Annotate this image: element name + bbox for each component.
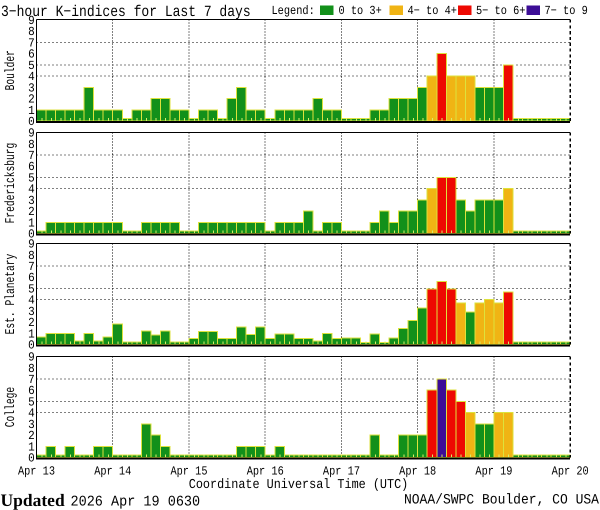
svg-text:4: 4: [28, 71, 35, 84]
svg-text:9: 9: [28, 239, 35, 252]
svg-text:5− to 6+: 5− to 6+: [476, 4, 525, 18]
svg-text:2: 2: [28, 317, 35, 330]
svg-text:5: 5: [28, 172, 35, 185]
svg-text:Legend:: Legend:: [272, 4, 315, 18]
svg-text:1: 1: [28, 217, 35, 230]
svg-text:4: 4: [28, 295, 35, 308]
svg-text:Apr 15: Apr 15: [170, 465, 207, 479]
svg-text:4: 4: [28, 408, 35, 421]
svg-text:7: 7: [28, 37, 35, 50]
svg-text:Boulder: Boulder: [3, 50, 18, 90]
svg-text:8: 8: [28, 250, 35, 263]
svg-text:Fredericksburg: Fredericksburg: [3, 143, 18, 224]
svg-text:0: 0: [28, 116, 35, 129]
svg-text:College: College: [3, 387, 18, 428]
svg-text:7− to 9: 7− to 9: [545, 4, 588, 18]
svg-text:1: 1: [28, 328, 35, 341]
svg-text:0 to 3+: 0 to 3+: [339, 4, 382, 18]
svg-text:Est. Planetary: Est. Planetary: [3, 254, 18, 335]
svg-text:7: 7: [28, 150, 35, 163]
svg-text:5: 5: [28, 283, 35, 296]
svg-text:4− to 4+: 4− to 4+: [408, 4, 457, 18]
svg-text:3−hour K−indices for Last 7 da: 3−hour K−indices for Last 7 days: [1, 3, 251, 21]
svg-text:Apr 17: Apr 17: [323, 465, 360, 479]
svg-text:6: 6: [28, 272, 35, 285]
svg-text:Apr 13: Apr 13: [18, 465, 55, 479]
svg-text:3: 3: [28, 195, 35, 208]
svg-text:8: 8: [28, 363, 35, 376]
svg-text:Apr 20: Apr 20: [552, 465, 589, 479]
svg-text:NOAA/SWPC Boulder, CO USA: NOAA/SWPC Boulder, CO USA: [404, 491, 599, 508]
svg-text:0: 0: [28, 453, 35, 466]
svg-text:2: 2: [28, 94, 35, 107]
svg-text:8: 8: [28, 139, 35, 152]
svg-text:0: 0: [28, 229, 35, 242]
svg-text:9: 9: [28, 128, 35, 141]
svg-text:1: 1: [28, 441, 35, 454]
svg-text:7: 7: [28, 261, 35, 274]
svg-text:Coordinate Universal Time (UTC: Coordinate Universal Time (UTC): [189, 476, 408, 492]
svg-text:Apr 19: Apr 19: [475, 465, 512, 479]
svg-text:6: 6: [28, 385, 35, 398]
svg-text:3: 3: [28, 419, 35, 432]
svg-text:3: 3: [28, 82, 35, 95]
svg-text:0: 0: [28, 340, 35, 353]
svg-text:2: 2: [28, 206, 35, 219]
svg-text:Apr 14: Apr 14: [94, 465, 131, 479]
svg-text:3: 3: [28, 306, 35, 319]
svg-text:5: 5: [28, 60, 35, 73]
svg-text:2026 Apr 19 0630: 2026 Apr 19 0630: [71, 494, 201, 510]
svg-text:Updated: Updated: [1, 490, 65, 510]
svg-text:6: 6: [28, 49, 35, 62]
svg-text:4: 4: [28, 184, 35, 197]
svg-text:8: 8: [28, 26, 35, 39]
svg-text:1: 1: [28, 105, 35, 118]
svg-text:Apr 16: Apr 16: [247, 465, 284, 479]
svg-text:5: 5: [28, 396, 35, 409]
svg-text:7: 7: [28, 374, 35, 387]
svg-text:2: 2: [28, 430, 35, 443]
svg-text:6: 6: [28, 161, 35, 174]
svg-text:9: 9: [28, 352, 35, 365]
svg-text:Apr 18: Apr 18: [399, 465, 436, 479]
svg-text:9: 9: [28, 15, 35, 28]
